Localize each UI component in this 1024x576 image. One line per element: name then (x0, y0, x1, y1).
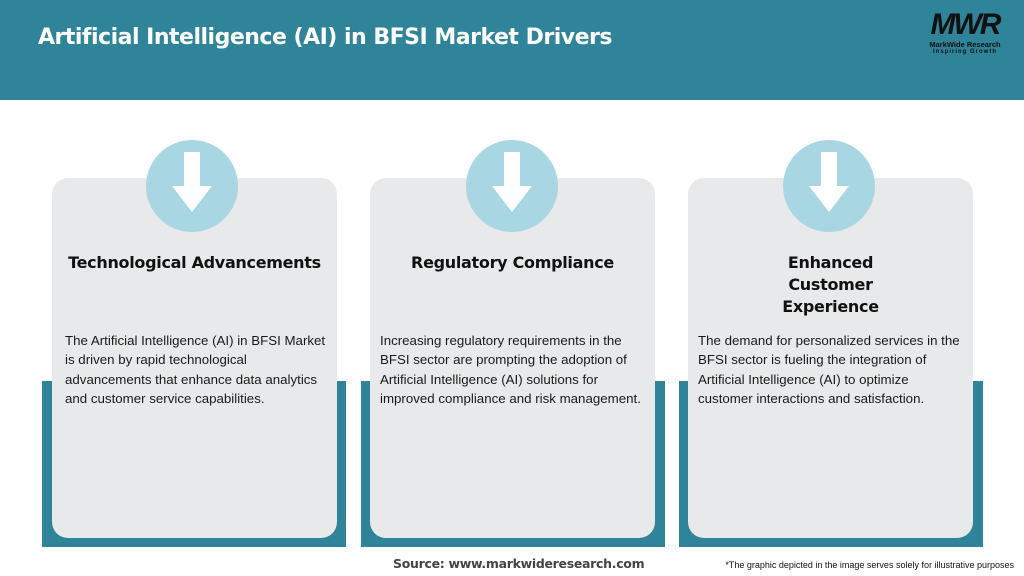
arrow-down-icon (466, 140, 558, 232)
card-text: Increasing regulatory requirements in th… (380, 333, 641, 406)
card-title: Enhanced Customer Experience (782, 253, 879, 316)
logo-mark: MWR (930, 8, 1002, 41)
header-banner: Artificial Intelligence (AI) in BFSI Mar… (0, 0, 1024, 100)
driver-card: Regulatory Compliance Increasing regulat… (370, 178, 655, 538)
disclaimer-note: *The graphic depicted in the image serve… (725, 560, 1014, 570)
logo-name: MarkWide Research (929, 40, 1001, 49)
driver-card: Technological Advancements The Artificia… (52, 178, 337, 538)
logo-tagline: Inspiring Growth (933, 49, 997, 55)
source-text: Source: www.markwideresearch.com (393, 556, 645, 571)
page-title: Artificial Intelligence (AI) in BFSI Mar… (38, 25, 612, 50)
arrow-down-icon (783, 140, 875, 232)
arrow-down-icon (146, 140, 238, 232)
card-text: The Artificial Intelligence (AI) in BFSI… (65, 333, 326, 406)
card-title: Technological Advancements (68, 253, 321, 272)
logo: MWR MarkWide Research Inspiring Growth (922, 10, 1008, 56)
card-text: The demand for personalized services in … (698, 333, 960, 406)
driver-card: Enhanced Customer Experience The demand … (688, 178, 973, 538)
card-title: Regulatory Compliance (411, 253, 614, 272)
